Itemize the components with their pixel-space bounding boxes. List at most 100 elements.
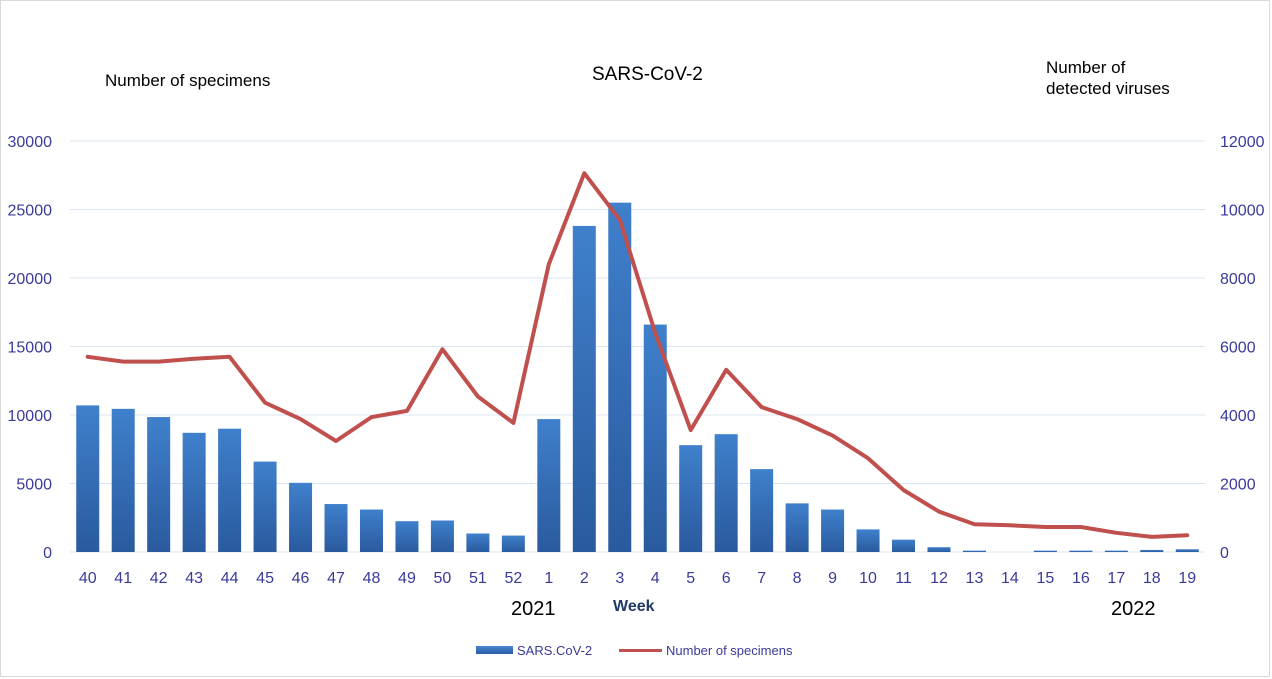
bar	[395, 521, 419, 552]
series-line-specimens	[85, 171, 1190, 539]
right-axis-label-line-2: detected viruses	[1046, 79, 1170, 98]
bar	[359, 509, 383, 552]
x-axis-tick: 15	[1036, 570, 1054, 587]
bar	[962, 550, 986, 552]
line-point	[938, 511, 940, 513]
left-axis-tick: 10000	[8, 408, 53, 425]
line-point	[512, 422, 514, 424]
line-point	[1186, 534, 1188, 536]
bar	[785, 503, 809, 552]
x-axis-tick: 10	[859, 570, 877, 587]
x-axis-tick: 2	[580, 570, 589, 587]
x-axis-tick: 17	[1107, 570, 1125, 587]
x-axis-tick: 4	[651, 570, 660, 587]
line-point	[1044, 526, 1046, 528]
bar	[643, 324, 667, 552]
line-point	[1151, 536, 1153, 538]
line-point	[441, 348, 443, 350]
bar	[572, 225, 596, 552]
line-point	[903, 489, 905, 491]
left-axis-tick: 20000	[8, 271, 53, 288]
x-axis-tick: 49	[398, 570, 416, 587]
line-point	[1009, 524, 1011, 526]
legend-label-bars: SARS.CoV-2	[517, 642, 593, 658]
x-axis-tick: 19	[1178, 570, 1196, 587]
bar	[324, 504, 348, 552]
bar	[1069, 550, 1093, 552]
line-point	[725, 369, 727, 371]
bar	[856, 529, 880, 552]
x-axis-tick: 5	[686, 570, 695, 587]
bar	[76, 405, 100, 552]
legend-swatch-bars	[476, 646, 513, 654]
x-axis-tick: 48	[363, 570, 381, 587]
right-axis-tick: 10000	[1220, 203, 1265, 220]
bar	[892, 539, 916, 552]
x-axis-tick: 12	[930, 570, 948, 587]
bar	[679, 445, 703, 552]
x-axis-tick: 14	[1001, 570, 1019, 587]
bar	[466, 533, 490, 552]
line-point	[690, 429, 692, 431]
line-point	[1080, 526, 1082, 528]
legend-item-line: Number of specimens	[619, 641, 792, 659]
right-axis-tick: 6000	[1220, 340, 1256, 357]
bar	[182, 432, 206, 552]
right-axis-tick: 4000	[1220, 408, 1256, 425]
left-axis-tick: 30000	[8, 134, 53, 151]
right-axis-tick: 8000	[1220, 271, 1256, 288]
bar	[1175, 549, 1199, 552]
x-axis-tick: 45	[256, 570, 274, 587]
legend-label-line: Number of specimens	[666, 642, 793, 658]
x-axis-tick: 51	[469, 570, 487, 587]
bar	[501, 535, 525, 552]
legend-swatch-line	[619, 648, 662, 652]
x-axis-tick: 7	[757, 570, 766, 587]
bar	[253, 461, 277, 552]
right-axis-label-line-1: Number of	[1046, 58, 1126, 77]
left-axis-tick: 0	[43, 545, 52, 562]
line-point	[973, 523, 975, 525]
line-point	[158, 361, 160, 363]
bar	[147, 417, 171, 552]
line-point	[654, 332, 656, 334]
year-label-2022: 2022	[1111, 598, 1156, 620]
line-point	[761, 406, 763, 408]
right-axis-tick: 0	[1220, 545, 1229, 562]
year-label-2021: 2021	[511, 598, 556, 620]
right-axis-tick: 2000	[1220, 477, 1256, 494]
x-axis-tick: 11	[895, 570, 912, 587]
bar	[430, 520, 454, 552]
x-axis-tick: 52	[504, 570, 522, 587]
line-point	[832, 435, 834, 437]
bar	[750, 469, 774, 552]
line-point	[300, 418, 302, 420]
bar	[1104, 550, 1128, 552]
line-point	[335, 440, 337, 442]
x-axis-tick: 16	[1072, 570, 1090, 587]
line-point	[87, 356, 89, 358]
left-axis-label: Number of specimens	[105, 71, 271, 90]
x-axis-tick: 44	[221, 570, 239, 587]
line-point	[193, 358, 195, 360]
x-axis-tick: 40	[79, 570, 97, 587]
x-axis-tick: 13	[966, 570, 984, 587]
x-axis-tick: 41	[114, 570, 132, 587]
x-axis-tick: 8	[793, 570, 802, 587]
x-axis-tick: 43	[185, 570, 203, 587]
bar	[1033, 550, 1057, 552]
bar	[1140, 549, 1164, 552]
line-point	[122, 361, 124, 363]
x-axis-tick: 9	[828, 570, 837, 587]
line-point	[264, 402, 266, 404]
x-axis-tick: 47	[327, 570, 345, 587]
line-point	[867, 457, 869, 459]
left-axis-tick: 25000	[8, 203, 53, 220]
x-axis-tick: 42	[150, 570, 168, 587]
line-point	[370, 416, 372, 418]
bar	[537, 419, 561, 552]
line-point	[583, 172, 585, 174]
bar	[927, 547, 951, 552]
